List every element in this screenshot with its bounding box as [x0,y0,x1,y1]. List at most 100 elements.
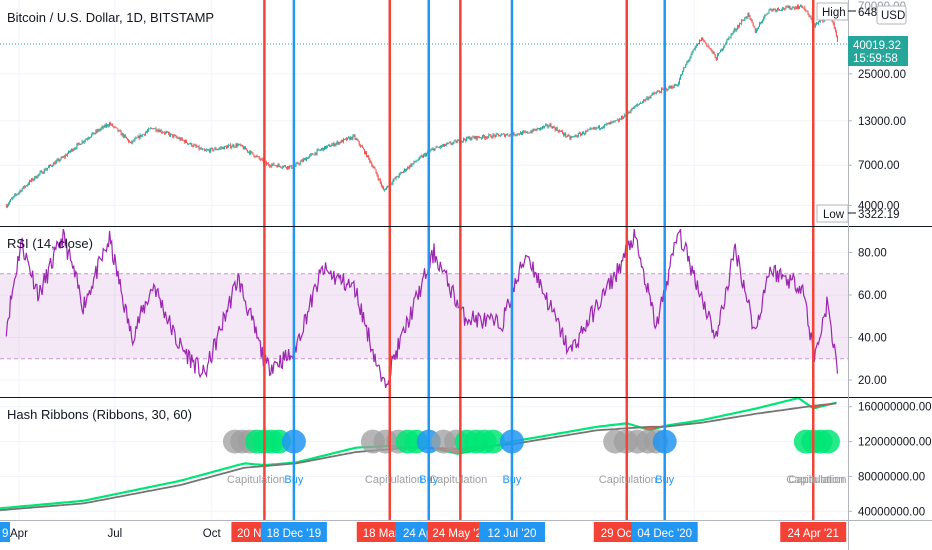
candle-body [101,126,103,129]
candle-body [81,141,83,144]
candle [720,49,722,53]
candle [497,133,499,137]
candle [715,56,717,61]
candle-body [43,169,45,173]
candle-body [229,144,231,146]
candle [467,136,469,139]
candle [59,159,61,162]
candle-body [52,165,54,167]
candle [767,12,769,15]
candle-body [332,143,334,145]
candle-body [633,106,635,109]
candle [319,149,321,152]
candle [14,193,16,198]
candle-body [734,29,736,31]
candle [174,133,176,136]
candle [394,176,396,180]
candle-body [254,156,256,158]
candle-body [786,6,788,8]
candle [735,28,737,32]
candle-body [239,144,241,146]
candle-body [228,145,230,147]
candle-body [92,132,94,135]
candle-body [379,179,381,183]
candle-body [327,145,329,147]
candle [607,122,609,125]
candle [638,102,640,106]
candle-body [300,160,302,162]
candle-body [788,6,790,8]
candle [187,142,189,145]
candle [591,128,593,130]
candle [437,146,439,149]
candle [379,177,381,185]
candle [647,96,649,101]
candle [670,85,672,90]
candle [774,8,776,13]
candle [559,130,561,132]
candle [733,27,735,33]
price-axis[interactable]: 4000.007000.0013000.0025000.0020.0040.00… [848,69,932,518]
candle [637,104,639,106]
candle-body [695,45,697,47]
candle-body [182,139,184,141]
candle-body [449,142,451,144]
candle-body [450,142,452,144]
candle [47,165,49,169]
candle [296,161,298,164]
candle-body [136,137,138,139]
candle [604,123,606,129]
candle [307,157,309,160]
candle-body [796,5,798,9]
candle [182,139,184,141]
candle-body [41,171,43,174]
rsi-tick-label: 40.00 [858,333,887,345]
candle [347,137,349,141]
candle-body [587,129,589,131]
candle-body [723,46,725,49]
candle [485,135,487,140]
candle-body [203,149,205,151]
candle-body [725,43,727,45]
candle-body [557,130,559,132]
candle [121,132,123,137]
candle [580,133,582,136]
candle [586,130,588,133]
candle-body [797,5,799,9]
candle-body [209,149,211,152]
candle-body [518,134,520,135]
candle-body [494,135,496,137]
candle [796,4,798,10]
candle [98,128,100,132]
candle-body [53,162,55,166]
candle-body [676,85,678,86]
candle-body [656,91,658,93]
candle-body [210,148,212,152]
candle-body [223,146,225,150]
candle [518,133,520,136]
candle-body [160,130,162,133]
candle-body [461,140,463,142]
candle [785,5,787,10]
candle-body [517,133,519,135]
candle-body [313,154,315,156]
candle-body [269,165,271,167]
candle [692,49,694,54]
candle-body [508,135,510,137]
candle [80,143,82,145]
candle [333,141,335,147]
candle [765,14,767,17]
candle [588,129,590,131]
candle-body [79,143,81,145]
candle [552,125,554,129]
currency-badge[interactable] [876,5,907,25]
candle-body [387,185,389,188]
candle [726,38,728,44]
candle [789,6,791,11]
candle-body [495,133,497,137]
candle [516,133,518,137]
candle [278,163,280,168]
candle [776,7,778,12]
